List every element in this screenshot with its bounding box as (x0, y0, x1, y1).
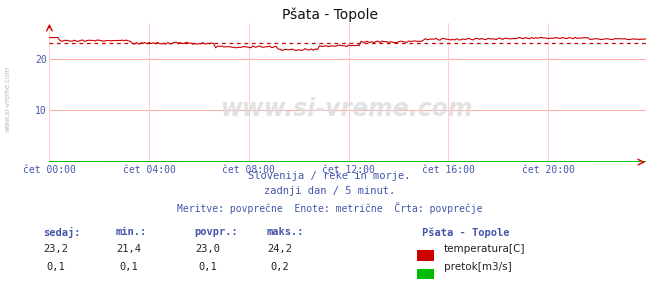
Text: 24,2: 24,2 (268, 244, 293, 254)
Text: min.:: min.: (115, 227, 146, 237)
Text: temperatura[C]: temperatura[C] (444, 244, 525, 254)
Text: sedaj:: sedaj: (43, 227, 80, 238)
Text: 0,1: 0,1 (119, 262, 138, 272)
Text: 23,0: 23,0 (195, 244, 220, 254)
Text: maks.:: maks.: (267, 227, 304, 237)
Text: zadnji dan / 5 minut.: zadnji dan / 5 minut. (264, 186, 395, 196)
Text: povpr.:: povpr.: (194, 227, 238, 237)
Text: Slovenija / reke in morje.: Slovenija / reke in morje. (248, 171, 411, 180)
Text: Meritve: povprečne  Enote: metrične  Črta: povprečje: Meritve: povprečne Enote: metrične Črta:… (177, 202, 482, 214)
Text: Pšata - Topole: Pšata - Topole (422, 227, 509, 237)
Text: www.si-vreme.com: www.si-vreme.com (221, 97, 474, 121)
Text: 23,2: 23,2 (43, 244, 69, 254)
Text: 0,1: 0,1 (198, 262, 217, 272)
Text: www.si-vreme.com: www.si-vreme.com (5, 66, 11, 132)
Text: pretok[m3/s]: pretok[m3/s] (444, 262, 511, 272)
Text: 21,4: 21,4 (116, 244, 141, 254)
Text: 0,2: 0,2 (271, 262, 289, 272)
Text: Pšata - Topole: Pšata - Topole (281, 7, 378, 21)
Text: 0,1: 0,1 (47, 262, 65, 272)
